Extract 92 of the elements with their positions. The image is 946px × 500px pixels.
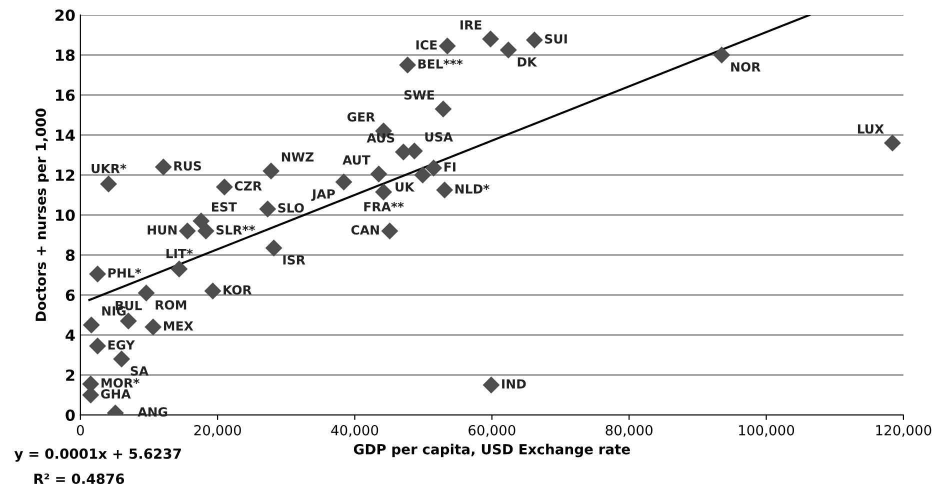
data-label: AUT — [342, 155, 370, 165]
data-label: CAN — [351, 225, 379, 235]
point — [192, 212, 210, 230]
point — [138, 284, 155, 302]
data-label: DK — [518, 57, 538, 66]
point — [438, 37, 456, 55]
data-label: MOR* — [102, 378, 140, 388]
data-label: NOR — [731, 62, 760, 72]
x-axis-title: GDP per capita, USD Exchange rate — [354, 444, 630, 458]
data-label: UK — [396, 182, 415, 192]
data-label: EST — [212, 202, 237, 212]
data-label: RUS — [174, 161, 201, 171]
point — [170, 260, 188, 278]
point — [335, 173, 352, 191]
data-label: NLD* — [455, 184, 490, 194]
data-label: MEX — [164, 321, 194, 330]
y-tick-label: 6 — [66, 289, 75, 302]
y-tick-label: 0 — [66, 409, 75, 422]
point — [216, 178, 233, 196]
data-label: SA — [130, 366, 149, 376]
point — [113, 350, 130, 368]
data-label: SLR** — [216, 225, 256, 235]
y-tick-label: 18 — [56, 49, 75, 62]
data-label: KOR — [224, 285, 252, 295]
data-label: UKR* — [92, 164, 126, 174]
point — [89, 265, 106, 283]
y-tick-label: 12 — [56, 169, 74, 181]
point — [144, 318, 162, 336]
point — [204, 282, 222, 300]
text: y = 0.0001x + 5.6237 — [14, 448, 181, 462]
data-label: ANG — [138, 407, 168, 417]
x-tick-label: 120,000 — [876, 424, 932, 437]
text: R² = 0.4876 — [34, 474, 124, 484]
point — [265, 239, 282, 257]
data-label: GER — [347, 112, 375, 122]
point — [434, 100, 452, 118]
data-label: JAP — [311, 189, 335, 201]
y-axis-title: Doctors + nurses per 1,000 — [36, 108, 49, 321]
point — [370, 165, 388, 183]
data-label: HUN — [148, 225, 177, 235]
y-tick-label: 2 — [66, 369, 74, 381]
data-label: ISR — [283, 255, 306, 265]
data-label: GHA — [101, 389, 131, 399]
point — [178, 222, 196, 240]
point — [414, 166, 432, 184]
data-label: PHL* — [108, 268, 142, 278]
point — [482, 376, 500, 394]
point — [500, 41, 517, 59]
data-label: IND — [502, 379, 526, 388]
data-label: SWE — [404, 90, 434, 100]
point — [436, 181, 454, 199]
point — [526, 31, 543, 49]
y-tick-label: 16 — [56, 89, 75, 102]
point — [381, 222, 398, 240]
data-label: LUX — [858, 124, 884, 134]
y-tick-label: 20 — [55, 9, 75, 22]
y-tick-label: 14 — [56, 130, 75, 141]
point — [425, 159, 442, 177]
point — [100, 175, 118, 193]
point — [375, 183, 392, 201]
y-tick-label: 4 — [66, 330, 75, 341]
data-label: ICE — [416, 40, 437, 50]
point — [482, 30, 500, 48]
data-label: IRE — [460, 20, 482, 30]
x-tick-label: 80,000 — [606, 424, 652, 437]
data-label: CZR — [234, 181, 262, 191]
point — [713, 46, 730, 64]
data-label: EGY — [108, 340, 135, 350]
point — [197, 222, 214, 240]
data-label: SUI — [545, 34, 567, 44]
point — [399, 56, 416, 74]
data-label: FRA** — [364, 202, 404, 212]
data-label: FI — [444, 162, 456, 172]
data-label: LIT* — [166, 248, 193, 258]
y-tick-label: 10 — [56, 209, 75, 222]
point — [262, 162, 280, 180]
point — [884, 134, 901, 152]
data-label: SLO — [278, 203, 304, 213]
x-tick-label: 20,000 — [194, 424, 241, 437]
x-tick-label: 100,000 — [739, 424, 794, 437]
point — [82, 316, 100, 334]
point — [89, 337, 106, 355]
x-tick-label: 40,000 — [331, 424, 378, 437]
data-label: USA — [425, 132, 453, 142]
x-tick-label: 60,000 — [468, 424, 516, 437]
point — [259, 200, 276, 218]
x-tick-label: 0 — [76, 424, 84, 436]
data-label: ROM — [156, 300, 186, 310]
data-label: BEL*** — [418, 59, 463, 68]
point — [154, 158, 172, 176]
y-tick-label: 8 — [66, 249, 75, 262]
data-label: NWZ — [282, 152, 314, 162]
